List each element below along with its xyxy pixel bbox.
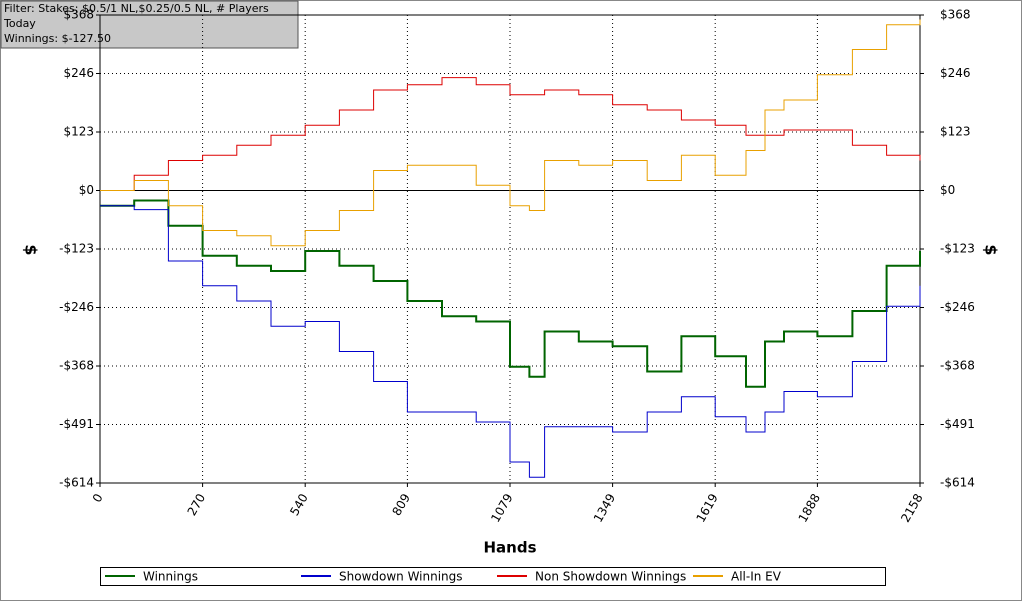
y-tick-label: $123 bbox=[63, 125, 94, 139]
y2-tick-label: -$246 bbox=[940, 300, 975, 314]
legend-label: All-In EV bbox=[731, 570, 782, 584]
y-tick-label: -$614 bbox=[59, 476, 94, 490]
y-axis-label: $ bbox=[22, 244, 41, 255]
y2-tick-label: -$614 bbox=[940, 476, 975, 490]
filter-box bbox=[0, 0, 299, 49]
y2-tick-label: $123 bbox=[940, 125, 971, 139]
y-tick-label: -$123 bbox=[59, 242, 94, 256]
series-line bbox=[100, 199, 921, 388]
y-tick-label: -$368 bbox=[59, 359, 94, 373]
y2-tick-label: $246 bbox=[940, 66, 971, 80]
y-tick-label: -$491 bbox=[59, 417, 94, 431]
y2-axis-label: $ bbox=[982, 244, 1001, 255]
legend-label: Non Showdown Winnings bbox=[535, 570, 686, 584]
y2-tick-label: -$123 bbox=[940, 242, 975, 256]
filter-line: Winnings: $-127.50 bbox=[4, 32, 111, 45]
y-tick-label: $246 bbox=[63, 66, 94, 80]
y2-tick-label: -$491 bbox=[940, 417, 975, 431]
legend-label: Showdown Winnings bbox=[339, 570, 463, 584]
y-tick-label: $0 bbox=[79, 183, 94, 197]
legend-label: Winnings bbox=[143, 570, 198, 584]
series-line bbox=[100, 205, 921, 478]
x-axis-label: Hands bbox=[483, 539, 536, 557]
y-tick-label: -$246 bbox=[59, 300, 94, 314]
filter-line: Today bbox=[3, 17, 36, 30]
filter-line: Filter: Stakes: $0.5/1 NL,$0.25/0.5 NL, … bbox=[4, 2, 269, 15]
y2-tick-label: $0 bbox=[940, 183, 955, 197]
y-tick-label: $368 bbox=[63, 8, 94, 22]
y2-tick-label: $368 bbox=[940, 8, 971, 22]
y2-tick-label: -$368 bbox=[940, 359, 975, 373]
series-line bbox=[100, 77, 921, 191]
series-line bbox=[100, 19, 921, 247]
legend bbox=[100, 567, 886, 586]
